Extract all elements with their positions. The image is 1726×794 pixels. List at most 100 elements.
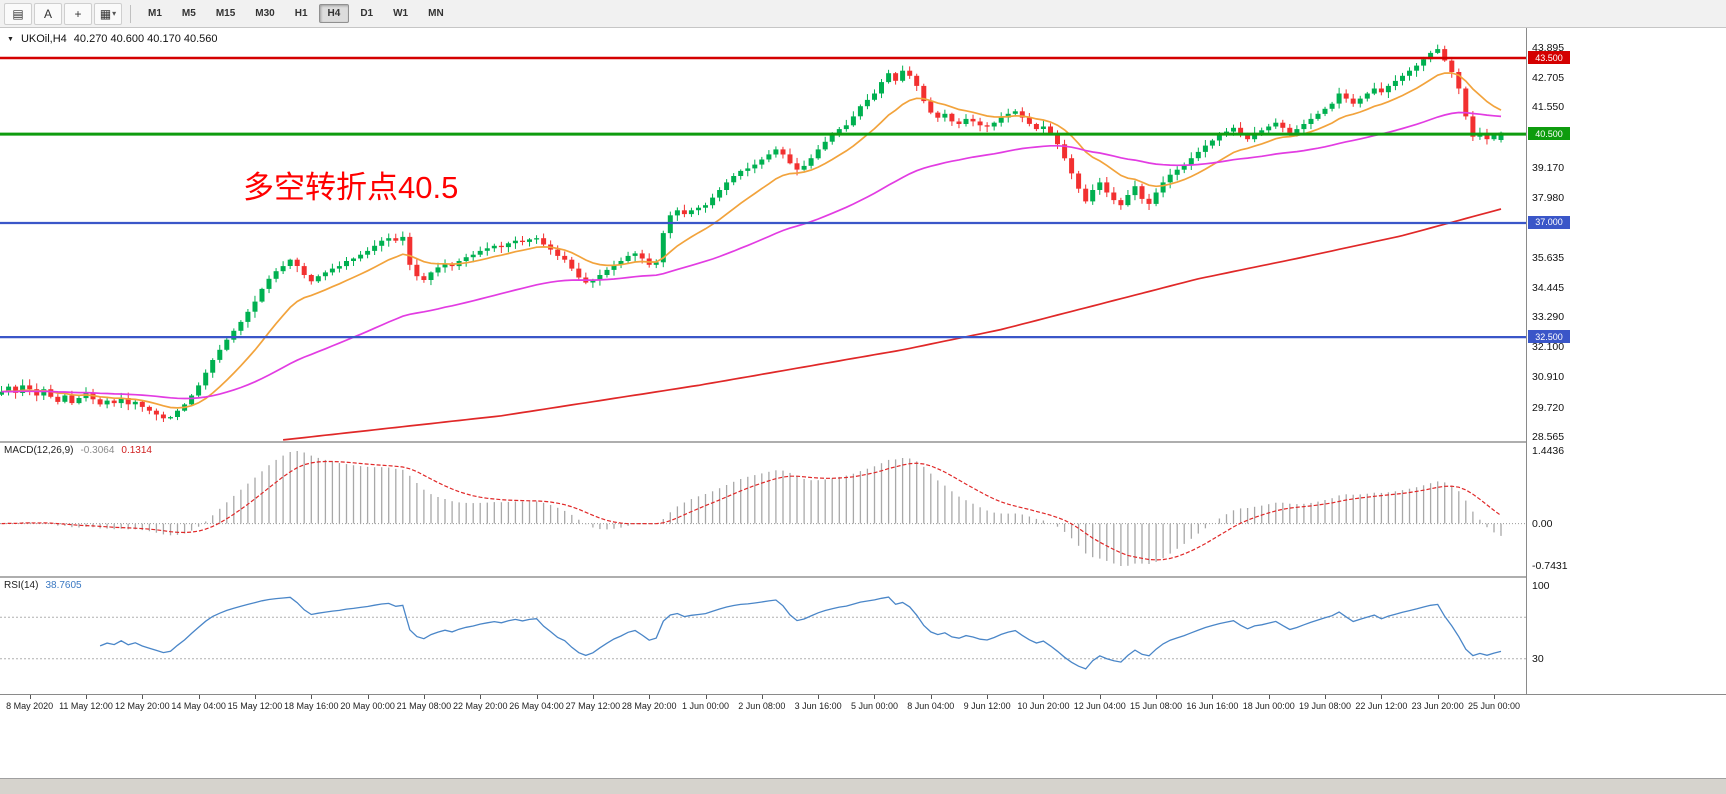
- time-axis-tick: [254, 695, 256, 699]
- time-axis-label: 1 Jun 00:00: [681, 701, 730, 711]
- time-axis-label: 15 Jun 08:00: [1130, 701, 1183, 711]
- time-axis-tick: [29, 695, 31, 699]
- time-axis-label: 19 Jun 08:00: [1299, 701, 1352, 711]
- rsi-scale-top: 100: [1532, 580, 1550, 592]
- time-axis-tick: [536, 695, 538, 699]
- time-axis-tick: [1043, 695, 1045, 699]
- chart-display-icon: ▤: [12, 6, 24, 21]
- time-axis-tick: [142, 695, 144, 699]
- macd-scale-bottom: -0.7431: [1532, 560, 1568, 572]
- candles-layer: [0, 44, 1504, 422]
- crosshair-button[interactable]: +: [64, 2, 92, 25]
- ma-mid-line: [1, 111, 1502, 400]
- rsi-panel[interactable]: RSI(14) 38.7605: [0, 578, 1526, 694]
- timeframe-w1-button[interactable]: W1: [393, 8, 409, 19]
- time-axis-label: 2 Jun 08:00: [738, 701, 786, 711]
- time-axis-tick: [1099, 695, 1101, 699]
- price-chart-canvas[interactable]: [0, 28, 1526, 441]
- price-scale-label: 35.635: [1532, 251, 1565, 264]
- time-axis-label: 9 Jun 12:00: [963, 701, 1011, 711]
- time-axis-label: 28 May 20:00: [621, 701, 677, 711]
- macd-name: MACD(12,26,9): [4, 445, 74, 456]
- time-axis-label: 8 Jun 04:00: [907, 701, 955, 711]
- price-level-badge: 43.500: [1528, 51, 1570, 65]
- timeframe-m1-button[interactable]: M1: [148, 8, 162, 19]
- horizontal-lines-layer[interactable]: [0, 56, 1526, 339]
- time-axis-tick: [705, 695, 707, 699]
- time-axis-label: 12 May 20:00: [115, 701, 170, 711]
- time-axis-label: 10 Jun 20:00: [1017, 701, 1070, 711]
- panel-separator[interactable]: [0, 441, 1726, 443]
- time-axis-label: 12 Jun 04:00: [1073, 701, 1126, 711]
- time-axis-tick: [1212, 695, 1214, 699]
- text-tool-icon: A: [43, 6, 52, 21]
- price-scale-label: 28.565: [1532, 430, 1565, 443]
- timeframe-m15-button[interactable]: M15: [215, 8, 236, 19]
- time-axis-tick: [930, 695, 932, 699]
- time-axis-label: 11 May 12:00: [59, 701, 113, 711]
- time-axis-label: 16 Jun 16:00: [1186, 701, 1239, 711]
- price-level-badge: 37.000: [1528, 215, 1570, 229]
- shapes-tool-button[interactable]: ▦ ▾: [94, 2, 122, 25]
- time-axis-tick: [1494, 695, 1495, 699]
- timeframe-d1-button[interactable]: D1: [360, 8, 374, 19]
- rsi-canvas[interactable]: [0, 578, 1526, 694]
- shapes-tool-icon: ▦: [99, 6, 112, 21]
- macd-signal-value: 0.1314: [121, 445, 152, 456]
- time-axis-tick: [1325, 695, 1327, 699]
- ohlc-values: 40.270 40.600 40.170 40.560: [73, 33, 218, 45]
- main-chart-panel[interactable]: ▼ UKOil,H4 40.270 40.600 40.170 40.560 多…: [0, 28, 1526, 441]
- time-axis-tick: [1156, 695, 1158, 699]
- macd-signal-line: [1, 460, 1502, 561]
- time-axis-label: 18 Jun 00:00: [1242, 701, 1295, 711]
- time-axis-tick: [367, 695, 369, 699]
- text-tool-button[interactable]: A: [34, 2, 62, 25]
- time-axis-label: 18 May 16:00: [283, 701, 339, 711]
- time-axis-label: 27 May 12:00: [565, 701, 621, 711]
- time-axis-tick: [818, 695, 820, 699]
- macd-panel[interactable]: MACD(12,26,9) -0.3064 0.1314: [0, 443, 1526, 576]
- panel-separator[interactable]: [0, 576, 1726, 578]
- price-scale[interactable]: 43.895 42.705 41.550 39.170 37.980 35.635 34.4…: [1526, 28, 1726, 694]
- time-axis-tick: [649, 695, 651, 699]
- timeframe-h1-button[interactable]: H1: [294, 8, 308, 19]
- price-scale-label: 41.550: [1532, 101, 1565, 114]
- timeframe-m5-button[interactable]: M5: [181, 8, 196, 19]
- time-axis-tick: [1268, 695, 1270, 699]
- time-axis-label: 26 May 04:00: [509, 701, 564, 711]
- symbol-timeframe-label: UKOil,H4: [20, 33, 67, 45]
- time-axis[interactable]: 8 May 2020 11 May 12:00 12 May 20:00 14 May…: [0, 695, 1526, 715]
- time-axis-tick: [592, 695, 594, 699]
- macd-canvas[interactable]: [0, 443, 1526, 576]
- timeframe-group: M1 M5 M15 M30 H1 H4 D1 W1 MN: [139, 4, 453, 23]
- axis-separator: [0, 694, 1726, 695]
- rsi-label: RSI(14) 38.7605: [4, 580, 82, 591]
- time-axis-label: 25 Jun 00:00: [1467, 701, 1521, 711]
- time-axis-tick: [1381, 695, 1383, 699]
- chevron-down-icon: ▼: [7, 35, 14, 43]
- price-level-badge: 32.500: [1528, 330, 1570, 344]
- macd-value: -0.3064: [80, 445, 115, 456]
- time-axis-label: 8 May 2020: [6, 701, 54, 711]
- macd-scale-zero: 0.00: [1532, 517, 1553, 530]
- rsi-value: 38.7605: [45, 580, 82, 591]
- chart-annotation-text[interactable]: 多空转折点40.5: [243, 170, 459, 205]
- price-scale-label: 43.895: [1532, 41, 1565, 54]
- rsi-line: [99, 596, 1502, 670]
- time-axis-tick: [1437, 695, 1439, 699]
- chevron-down-icon: ▾: [112, 9, 117, 18]
- time-axis-label: 15 May 12:00: [227, 701, 283, 711]
- time-axis-tick: [874, 695, 876, 699]
- toolbar-separator: [130, 4, 131, 23]
- time-axis-tick: [423, 695, 425, 699]
- time-axis-label: 22 Jun 12:00: [1355, 701, 1408, 711]
- timeframe-m30-button[interactable]: M30: [255, 8, 275, 19]
- timeframe-mn-button[interactable]: MN: [428, 8, 444, 19]
- time-axis-label: 14 May 04:00: [171, 701, 226, 711]
- timeframe-h4-button[interactable]: H4: [318, 4, 350, 23]
- chart-display-button[interactable]: ▤: [4, 2, 32, 25]
- price-scale-label: 32.100: [1532, 341, 1565, 354]
- ma-fast-line: [1, 72, 1502, 409]
- macd-label: MACD(12,26,9) -0.3064 0.1314: [4, 445, 152, 456]
